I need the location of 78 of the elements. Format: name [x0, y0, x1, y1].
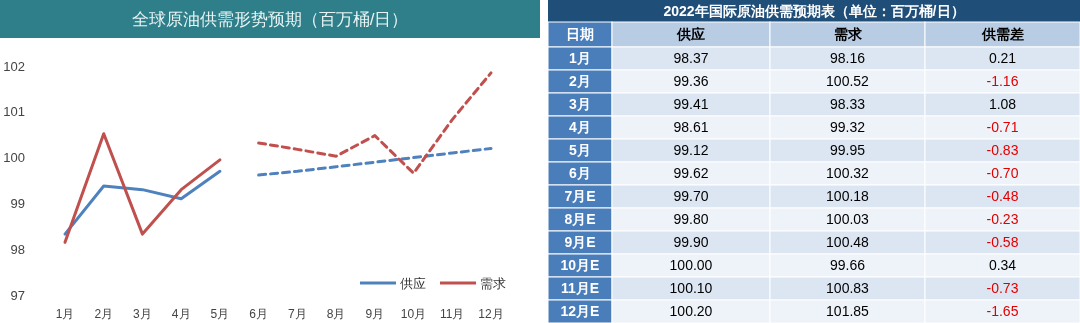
x-tick-label: 9月 — [365, 307, 385, 321]
data-label: 99.66 — [829, 257, 866, 274]
data-label: 99.32 — [829, 119, 866, 136]
data-label: 98.61 — [673, 119, 709, 136]
x-tick-label: 6月 — [249, 307, 268, 321]
data-label: -1.16 — [986, 73, 1019, 90]
y-tick-label: 11月E — [560, 280, 600, 297]
data-label: 100.18 — [826, 188, 870, 205]
data-label: 99.41 — [673, 96, 709, 113]
data-label: -0.23 — [986, 211, 1019, 228]
data-label: 100.00 — [669, 257, 713, 274]
x-tick-label: 3月 — [133, 307, 152, 321]
data-label: 101.85 — [826, 303, 870, 320]
x-tick-label: 需求 — [833, 26, 863, 43]
chart-title: 2022年国际原油供需预期表（单位：百万桶/日） — [663, 3, 965, 19]
chart-title: 全球原油供需形势预期（百万桶/日） — [131, 10, 409, 29]
data-label: -0.83 — [986, 142, 1019, 159]
x-tick-label: 5月 — [210, 307, 230, 321]
y-tick-label: 12月E — [560, 303, 600, 320]
y-tick-label: 99 — [10, 195, 25, 211]
x-tick-label: 供需差 — [980, 26, 1024, 43]
y-tick-label: 7月E — [564, 188, 596, 205]
data-label: 99.12 — [673, 142, 709, 159]
data-label: -0.71 — [986, 119, 1019, 136]
data-label: -0.58 — [986, 234, 1019, 251]
x-tick-label: 供应 — [676, 26, 705, 43]
y-tick-label: 97 — [10, 287, 25, 303]
y-tick-label: 8月E — [564, 211, 596, 228]
data-label: 100.03 — [826, 211, 870, 228]
data-label: 100.48 — [826, 234, 870, 251]
data-label: 100.83 — [826, 280, 870, 297]
line-series — [257, 146, 493, 177]
data-label: -0.73 — [986, 280, 1019, 297]
y-tick-label: 102 — [3, 58, 25, 74]
y-tick-label: 9月E — [564, 234, 596, 251]
x-tick-label: 12月 — [478, 307, 504, 321]
data-label: 99.70 — [673, 188, 709, 205]
line-series — [257, 71, 493, 175]
data-label: -0.70 — [986, 165, 1019, 182]
y-tick-label: 2月 — [569, 73, 591, 90]
y-tick-label: 4月 — [569, 119, 591, 136]
x-tick-label: 11月 — [440, 307, 465, 321]
data-label: 98.33 — [829, 96, 866, 113]
data-label: 99.62 — [673, 165, 709, 182]
data-label: 1.08 — [988, 96, 1017, 113]
x-tick-label: 10月 — [400, 307, 427, 321]
line-series — [63, 169, 222, 236]
y-tick-label: 6月 — [569, 165, 591, 182]
y-tick-label: 10月E — [560, 257, 600, 274]
x-tick-label: 2月 — [94, 307, 114, 321]
y-tick-label: 100 — [3, 150, 25, 166]
data-label: 100.20 — [669, 303, 713, 320]
x-tick-label: 4月 — [171, 307, 191, 321]
y-tick-label: 5月 — [569, 142, 591, 159]
x-tick-label: 8月 — [326, 307, 346, 321]
data-label: 0.21 — [988, 50, 1017, 67]
data-label: 0.34 — [988, 257, 1017, 274]
data-label: 99.95 — [829, 142, 866, 159]
legend-label: 需求 — [480, 275, 506, 291]
data-label: -1.65 — [986, 303, 1019, 320]
data-label: 100.52 — [826, 73, 870, 90]
y-tick-label: 3月 — [569, 96, 591, 113]
line-series — [63, 132, 222, 244]
data-label: 99.90 — [673, 234, 709, 251]
data-label: -0.48 — [986, 188, 1019, 205]
data-label: 98.37 — [673, 50, 709, 67]
x-tick-label: 1月 — [55, 307, 75, 321]
legend-label: 供应 — [400, 275, 426, 291]
data-label: 98.16 — [829, 50, 866, 67]
y-tick-label: 1月 — [569, 50, 591, 67]
data-label: 100.10 — [669, 280, 713, 297]
y-tick-label: 101 — [3, 104, 25, 120]
data-label: 100.32 — [826, 165, 870, 182]
y-tick-label: 98 — [10, 241, 25, 257]
data-label: 99.36 — [673, 73, 709, 90]
y-axis-title: 日期 — [566, 26, 594, 43]
data-label: 99.80 — [673, 211, 709, 228]
x-tick-label: 7月 — [288, 307, 307, 321]
